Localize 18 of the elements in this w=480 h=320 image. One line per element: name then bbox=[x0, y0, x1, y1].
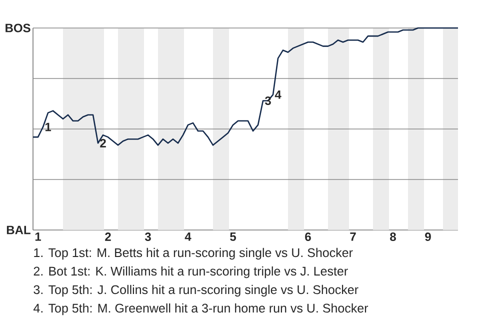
text: 4. Top 5th: M. Greenwell hit a 3-run home run vs U. Shocker bbox=[33, 303, 368, 316]
text: 2. Bot 1st: K. Williams hit a run-scoring triple vs J. Lester bbox=[34, 266, 348, 278]
x-tick-label: 1 bbox=[35, 232, 42, 241]
annotation: 2 bbox=[100, 138, 106, 148]
x-tick-label: 3 bbox=[144, 232, 151, 242]
x-tick-label: 8 bbox=[390, 232, 396, 242]
annotation: 4 bbox=[274, 90, 282, 99]
x-tick-label: 2 bbox=[105, 232, 111, 241]
text: 1. Top 1st: M. Betts hit a run-scoring single vs U. Shocker bbox=[34, 248, 353, 260]
x-tick-label: 6 bbox=[305, 232, 311, 242]
x-tick-label: 5 bbox=[230, 232, 236, 241]
text: BAL bbox=[6, 226, 30, 234]
annotation: 1 bbox=[45, 122, 52, 132]
text: 3. Top 5th: J. Collins hit a run-scoring single vs U. Shocker bbox=[34, 284, 358, 297]
x-tick-label: 9 bbox=[425, 232, 431, 242]
x-tick-label: 7 bbox=[350, 232, 356, 241]
x-tick-label: 4 bbox=[184, 232, 192, 241]
text: BOS bbox=[6, 24, 30, 32]
